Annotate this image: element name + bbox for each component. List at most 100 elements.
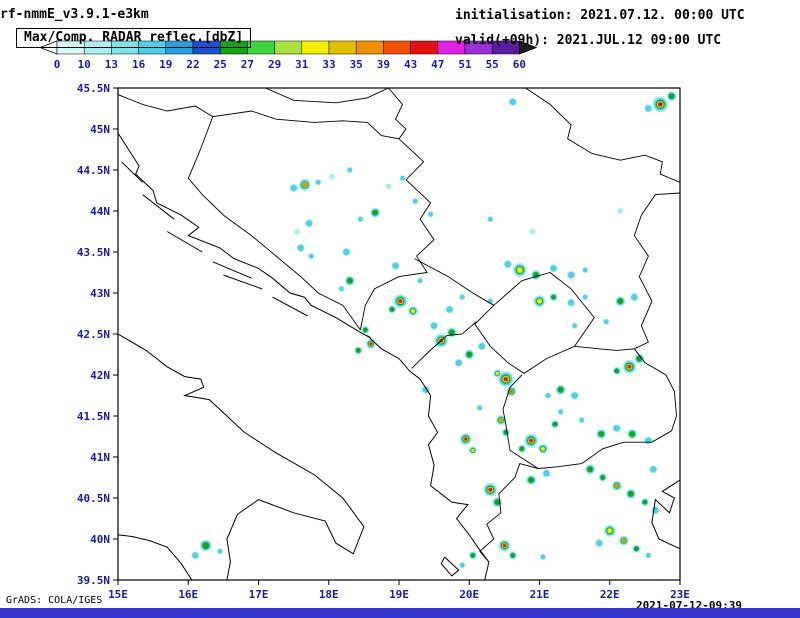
radar-cell [365, 338, 376, 349]
colorbar-tick-label: 19 [159, 58, 172, 71]
radar-cell [477, 342, 486, 351]
radar-cell [551, 420, 559, 429]
radar-cell [498, 539, 511, 552]
radar-cell [585, 464, 596, 475]
border-line [525, 88, 680, 183]
radar-cell [495, 415, 506, 426]
valid-time-label: valid(+09h): 2021.JUL.12 09:00 UTC [455, 33, 722, 48]
radar-cell [529, 228, 536, 235]
radar-cell [391, 261, 400, 270]
radar-cell [294, 228, 301, 235]
coastline [118, 333, 365, 580]
radar-cell [508, 97, 517, 106]
colorbar-tick-label: 55 [486, 58, 499, 71]
y-tick-label: 39.5N [77, 574, 110, 587]
y-tick-label: 41.5N [77, 410, 110, 423]
x-tick-label: 22E [600, 588, 620, 601]
y-tick-label: 43.5N [77, 246, 110, 259]
y-tick-label: 42.5N [77, 328, 110, 341]
radar-cell [315, 179, 322, 186]
x-tick-label: 19E [389, 588, 409, 601]
radar-cell [555, 384, 566, 395]
border-line [265, 88, 389, 104]
colorbar-tick-label: 47 [431, 58, 444, 71]
radar-cell [582, 267, 589, 273]
radar-cell [596, 429, 607, 439]
radar-cell [503, 260, 512, 269]
x-tick-label: 18E [319, 588, 339, 601]
radar-cell [570, 391, 579, 400]
radar-cell [459, 433, 472, 445]
radar-cell [649, 465, 658, 474]
colorbar-tick-label: 35 [350, 58, 363, 71]
radar-cell [611, 480, 622, 491]
border-line [574, 345, 635, 351]
coastline [272, 296, 308, 317]
radar-cell [542, 469, 551, 478]
radar-cell [630, 293, 639, 302]
radar-cell [361, 325, 370, 334]
radar-cell [603, 318, 610, 325]
colorbar-over-arrow [519, 40, 538, 55]
radar-cell [508, 551, 517, 560]
coastline [121, 161, 143, 183]
radar-cell [305, 219, 314, 228]
border-line [411, 321, 477, 369]
radar-cell [571, 322, 578, 329]
radar-cell [538, 443, 548, 454]
model-name: rf-nmmE_v3.9.1-e3km [0, 7, 149, 22]
radar-cell [651, 506, 660, 515]
radar-cell [357, 216, 364, 223]
radar-cell [199, 539, 212, 552]
radar-cell [666, 91, 677, 102]
grads-credit: GrADS: COLA/IGES [6, 595, 103, 606]
radar-cell [408, 306, 418, 316]
colorbar-tick-label: 33 [322, 58, 335, 71]
radar-cell [549, 293, 558, 302]
border-line [479, 430, 672, 563]
radar-cell [393, 294, 408, 309]
coastline [651, 479, 680, 550]
radar-cell [595, 539, 604, 548]
radar-cell [512, 263, 527, 277]
radar-cell [497, 371, 514, 388]
y-tick-label: 43N [90, 287, 110, 300]
radar-cell [430, 321, 439, 330]
border-line [474, 272, 595, 374]
radar-cell [615, 296, 626, 307]
radar-cell [298, 178, 311, 191]
radar-cell [567, 298, 576, 307]
radar-cell [445, 305, 454, 314]
product-title: Max/Comp. RADAR reflec.[dbZ] [16, 28, 252, 48]
radar-cell [388, 305, 396, 314]
radar-cell [645, 552, 652, 559]
radar-cell [454, 358, 463, 367]
x-tick-label: 17E [249, 588, 269, 601]
coastline [440, 556, 460, 577]
colorbar-tick-label: 29 [268, 58, 281, 71]
radar-cell [329, 173, 336, 180]
border-line [633, 192, 680, 431]
radar-cell [476, 404, 483, 411]
footer-bar [0, 608, 800, 618]
radar-cell [549, 264, 558, 273]
colorbar-tick-label: 22 [186, 58, 199, 71]
radar-cell [622, 359, 637, 374]
radar-cell [540, 554, 546, 560]
border-line [502, 374, 539, 469]
radar-cell [612, 424, 621, 433]
border-line [212, 110, 400, 140]
border-line [414, 258, 495, 306]
radar-cell [640, 498, 649, 507]
radar-cell [399, 175, 406, 182]
radar-cell [412, 198, 419, 205]
radar-cell [533, 295, 546, 308]
radar-cell [506, 386, 517, 397]
radar-cell [493, 369, 502, 378]
initialisation-label: initialisation: 2021.07.12. 00:00 UTC [455, 8, 745, 23]
coastline [223, 274, 263, 290]
radar-cell [370, 207, 381, 218]
radar-cell [517, 444, 526, 453]
radar-cell [617, 208, 624, 214]
colorbar-segment [383, 40, 411, 55]
